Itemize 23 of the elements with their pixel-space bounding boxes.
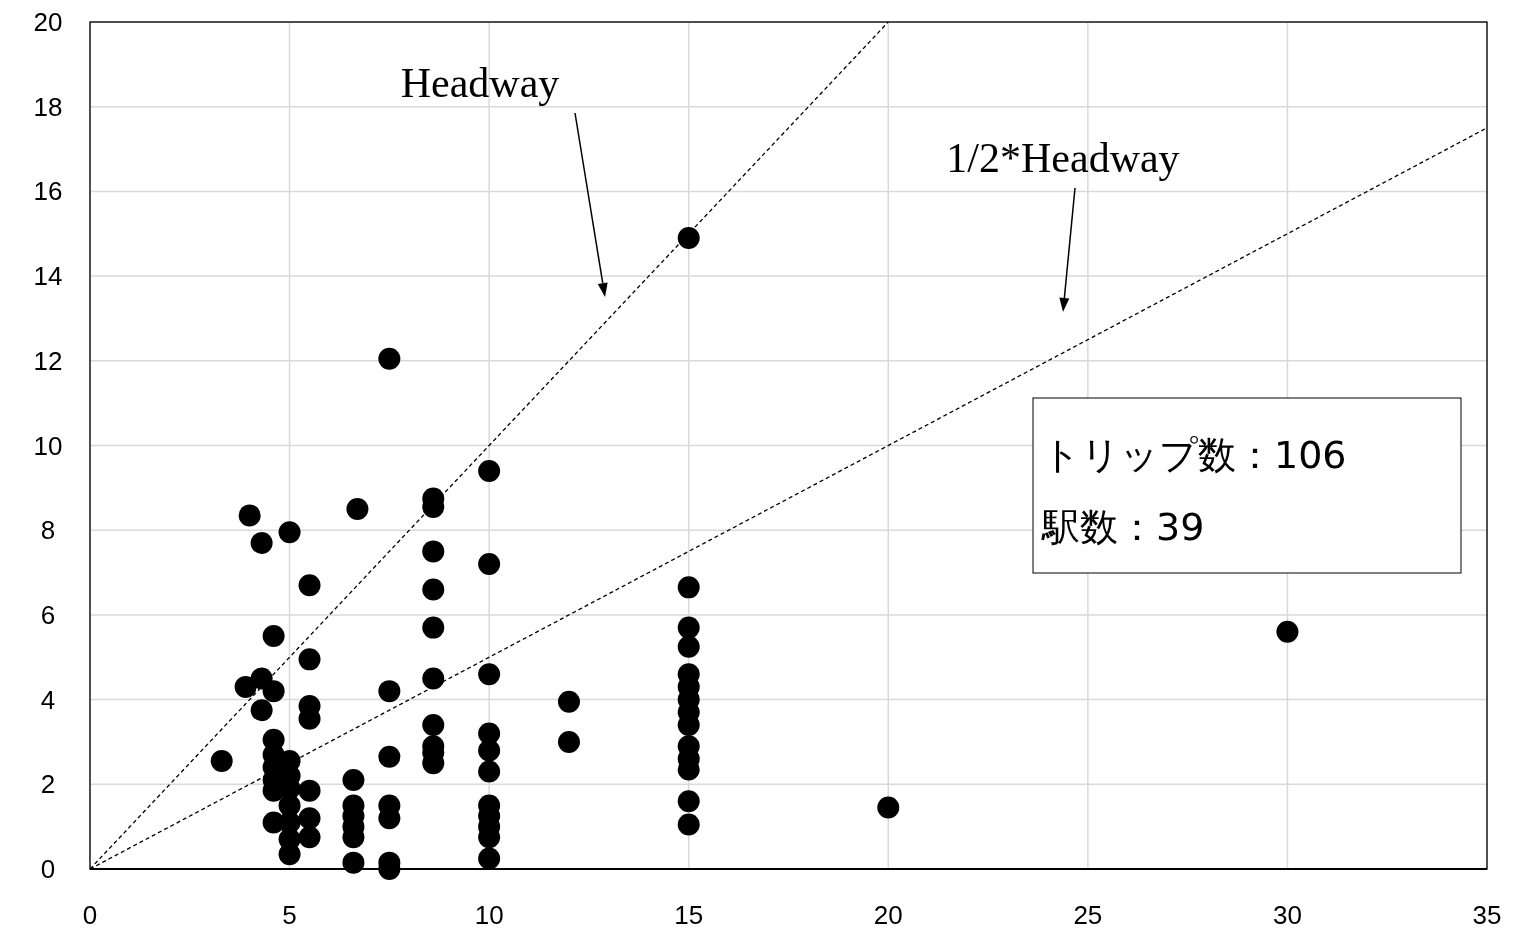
x-tick-label: 30 <box>1272 900 1302 930</box>
y-tick-label: 6 <box>40 599 56 630</box>
x-tick-label: 5 <box>282 900 297 930</box>
x-tick-label: 25 <box>1073 900 1103 930</box>
annotation: 駅数：39 <box>1041 505 1205 549</box>
y-tick-label: 10 <box>33 430 63 461</box>
y-tick-label: 2 <box>40 769 56 800</box>
annotation: Headway <box>400 60 560 106</box>
y-tick-label: 8 <box>40 515 56 546</box>
x-tick-label: 35 <box>1472 900 1502 930</box>
y-tick-label: 14 <box>33 261 63 292</box>
annotation: トリップ数：106 <box>1042 433 1347 477</box>
y-tick-label: 16 <box>33 176 63 207</box>
x-tick-label: 0 <box>82 900 98 930</box>
y-tick-label: 0 <box>40 854 56 884</box>
annotation: 1/2*Headway <box>946 135 1180 181</box>
x-tick-label: 15 <box>674 900 704 930</box>
x-tick-label: 20 <box>873 900 903 930</box>
y-tick-label: 18 <box>33 91 63 122</box>
y-tick-label: 12 <box>33 345 63 376</box>
x-tick-label: 10 <box>474 900 504 930</box>
y-tick-label: 20 <box>33 7 63 37</box>
y-tick-label: 4 <box>40 684 56 715</box>
